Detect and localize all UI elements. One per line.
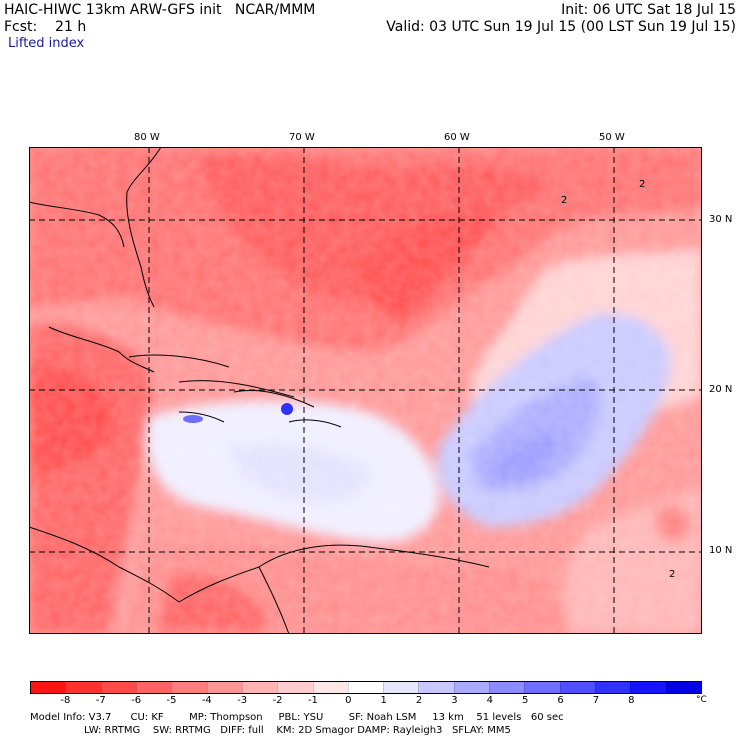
colorbar-tick-label: 7	[592, 695, 600, 706]
colorbar-tick-label: 2	[415, 695, 423, 706]
contour-label: 2	[561, 195, 567, 206]
lon-label-80w: 80 W	[134, 132, 160, 143]
lat-label-30n: 30 N	[709, 214, 733, 225]
colorbar-tick-label: 5	[521, 695, 529, 706]
colorbar-tick-label: -1	[307, 695, 318, 706]
colorbar-tick-label: 6	[557, 695, 564, 706]
colorbar	[30, 681, 702, 694]
lon-label-50w: 50 W	[599, 132, 625, 143]
colorbar-swatch	[383, 682, 419, 693]
valid-time: Valid: 03 UTC Sun 19 Jul 15 (00 LST Sun …	[386, 19, 736, 35]
colorbar-swatch	[312, 682, 348, 693]
colorbar-swatch	[100, 682, 136, 693]
colorbar-swatch	[241, 682, 278, 693]
colorbar-tick-label: -7	[95, 695, 106, 706]
colorbar-tick-label: -6	[131, 695, 142, 706]
colorbar-tick-label: -5	[166, 695, 177, 706]
init-time: Init: 06 UTC Sat 18 Jul 15	[561, 2, 736, 18]
colorbar-unit: °C	[696, 695, 707, 705]
colorbar-swatch	[489, 682, 525, 693]
colorbar-swatch	[595, 682, 631, 693]
colorbar-tick-label: -8	[60, 695, 71, 706]
colorbar-swatch	[347, 682, 384, 693]
colorbar-swatch	[135, 682, 172, 693]
colorbar-swatch	[418, 682, 454, 693]
lon-label-70w: 70 W	[289, 132, 315, 143]
field-name: Lifted index	[8, 36, 85, 51]
colorbar-swatch	[524, 682, 560, 693]
map-frame	[29, 147, 702, 634]
contour-label: 2	[639, 179, 645, 190]
colorbar-tick-label: -3	[237, 695, 248, 706]
lat-lon-grid	[29, 147, 702, 634]
colorbar-tick-label: 4	[486, 695, 493, 706]
forecast-hour: Fcst: 21 h	[4, 19, 87, 35]
colorbar-tick-label: -2	[272, 695, 283, 706]
colorbar-swatch	[559, 682, 595, 693]
colorbar-swatch	[665, 682, 701, 693]
lon-label-60w: 60 W	[444, 132, 470, 143]
coastlines	[29, 147, 490, 634]
colorbar-swatch	[171, 682, 207, 693]
lat-label-10n: 10 N	[709, 545, 733, 556]
lifted-index-map: 2 2 2	[29, 147, 702, 634]
model-title: HAIC-HIWC 13km ARW-GFS init NCAR/MMM	[4, 2, 316, 18]
model-info-line1: Model Info: V3.7 CU: KF MP: Thompson PBL…	[30, 712, 564, 723]
colorbar-tick-label: 3	[451, 695, 458, 706]
colorbar-swatch	[630, 682, 666, 693]
lat-label-20n: 20 N	[709, 384, 733, 395]
colorbar-swatch	[453, 682, 490, 693]
colorbar-swatch	[31, 682, 66, 693]
colorbar-tick-label: 8	[628, 695, 635, 706]
colorbar-swatch	[206, 682, 242, 693]
contour-label: 2	[669, 569, 675, 580]
colorbar-swatch	[277, 682, 313, 693]
colorbar-tick-label: 0	[345, 695, 352, 706]
colorbar-tick-label: 1	[380, 695, 387, 706]
colorbar-tick-label: -4	[201, 695, 212, 706]
colorbar-swatch	[65, 682, 101, 693]
model-info-line2: LW: RRTMG SW: RRTMG DIFF: full KM: 2D Sm…	[30, 725, 511, 736]
field-shading	[29, 147, 702, 634]
